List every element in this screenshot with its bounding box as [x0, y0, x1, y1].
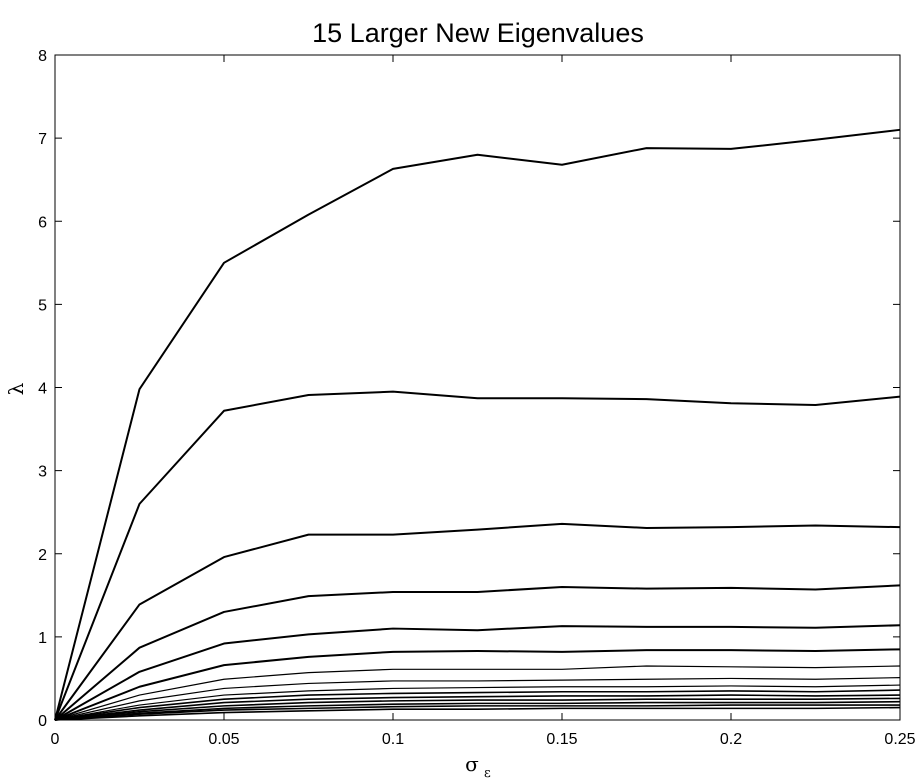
x-tick-label: 0.2: [720, 731, 742, 748]
x-tick-label: 0.05: [208, 731, 239, 748]
y-tick-label: 2: [38, 547, 47, 564]
series-line-9: [54, 684, 901, 721]
series-line-3: [54, 522, 901, 721]
series-line-2: [54, 390, 901, 721]
x-tick-label: 0: [51, 731, 60, 748]
y-axis-ticks: 0 1 2 3 4 5 6 7 8: [38, 48, 900, 730]
y-tick-label: 6: [38, 214, 47, 231]
y-tick-label: 0: [38, 713, 47, 730]
series-line-1: [54, 128, 901, 721]
series-line-4: [54, 584, 901, 721]
series-line-11: [54, 694, 901, 721]
series-line-7: [54, 665, 901, 721]
series-line-5: [54, 624, 901, 721]
y-tick-label: 3: [38, 464, 47, 481]
series-line-10: [54, 689, 901, 721]
series-line-6: [54, 648, 901, 721]
y-tick-label: 5: [38, 297, 47, 314]
x-axis-label: σ: [465, 752, 479, 776]
series-line-12: [54, 697, 901, 721]
x-tick-label: 0.1: [382, 731, 404, 748]
chart-title: 15 Larger New Eigenvalues: [312, 18, 644, 48]
x-tick-label: 0.25: [884, 731, 915, 748]
series-line-13: [54, 700, 901, 721]
y-tick-label: 7: [38, 131, 47, 148]
series-line-15: [54, 706, 901, 721]
x-axis-label-subscript: ε: [484, 766, 491, 781]
plot-lines: [54, 128, 901, 721]
y-tick-label: 4: [38, 381, 47, 398]
x-axis-ticks: 0 0.05 0.1 0.15 0.2 0.25: [51, 55, 916, 748]
series-line-14: [54, 704, 900, 721]
y-tick-label: 1: [38, 630, 47, 647]
y-tick-label: 8: [38, 48, 47, 65]
y-axis-label: λ: [4, 382, 28, 395]
x-tick-label: 0.15: [546, 731, 577, 748]
series-line-8: [54, 677, 901, 721]
